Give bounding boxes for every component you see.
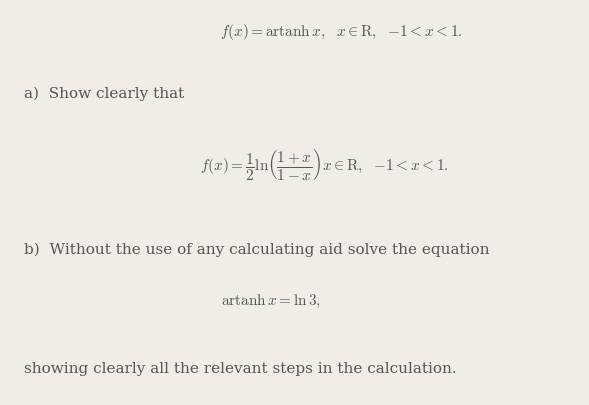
Text: showing clearly all the relevant steps in the calculation.: showing clearly all the relevant steps i…: [24, 362, 456, 377]
Text: $\mathrm{artanh}\, x = \ln 3,$: $\mathrm{artanh}\, x = \ln 3,$: [221, 293, 321, 310]
Text: b)  Without the use of any calculating aid solve the equation: b) Without the use of any calculating ai…: [24, 243, 489, 258]
Text: $f(x) = \dfrac{1}{2}\ln\!\left(\dfrac{1+x}{1-x}\right) x \in \mathrm{R},\ \ {-1}: $f(x) = \dfrac{1}{2}\ln\!\left(\dfrac{1+…: [200, 146, 448, 182]
Text: $f(x) = \mathrm{artanh}\, x,\ \ x \in \mathrm{R},\ \ {-1} < x < 1.$: $f(x) = \mathrm{artanh}\, x,\ \ x \in \m…: [220, 22, 463, 42]
Text: a)  Show clearly that: a) Show clearly that: [24, 87, 184, 102]
